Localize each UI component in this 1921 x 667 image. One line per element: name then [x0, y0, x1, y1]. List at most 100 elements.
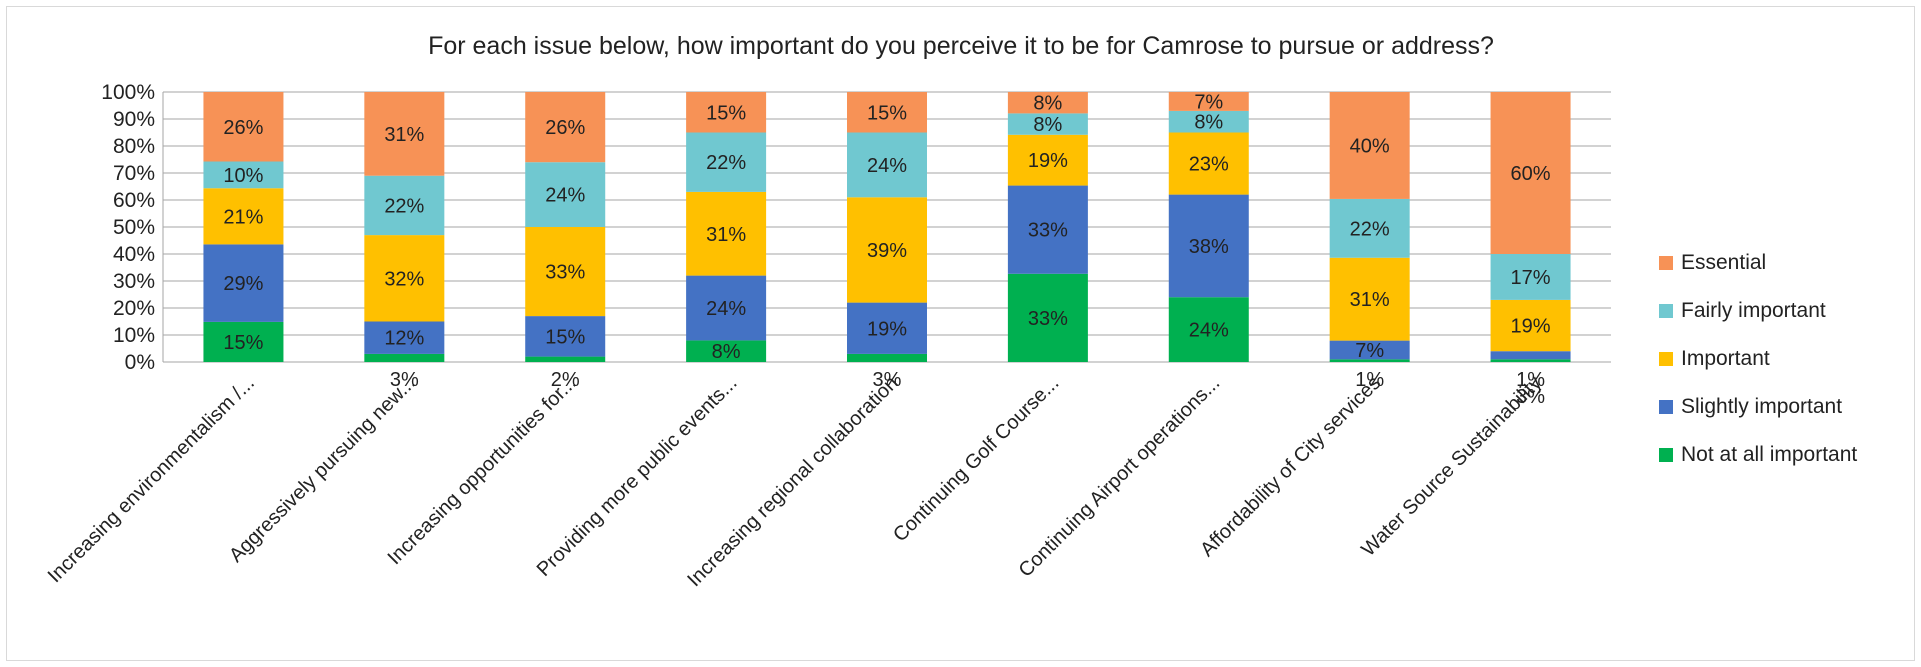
data-label: 21%	[223, 206, 263, 228]
y-tick-label: 100%	[101, 81, 155, 104]
y-tick-label: 30%	[113, 270, 155, 293]
bar-segment	[203, 161, 284, 189]
bar-segment	[1007, 185, 1088, 274]
y-tick-label: 50%	[113, 216, 155, 239]
bar-segment	[525, 356, 606, 362]
bar-segment	[203, 321, 284, 362]
legend-swatch	[1659, 400, 1673, 414]
bar-segment	[364, 175, 445, 236]
bar-segment	[1490, 92, 1571, 254]
bar-segment	[525, 316, 606, 357]
x-tick-label: Continuing Golf Course...	[889, 372, 1063, 546]
x-tick-label: Increasing opportunities for...	[384, 372, 581, 569]
data-label: 3%	[1516, 386, 1545, 408]
data-label: 7%	[1355, 340, 1384, 362]
bar-segment	[1490, 299, 1571, 352]
data-label: 17%	[1511, 267, 1551, 289]
legend-label: Essential	[1681, 251, 1766, 274]
bar-segment	[847, 302, 927, 354]
legend-swatch	[1659, 352, 1673, 366]
data-label: 24%	[1189, 320, 1229, 342]
bar-segment	[686, 132, 767, 192]
bar-segment	[525, 92, 606, 163]
bar-segment	[1329, 92, 1410, 199]
data-label: 24%	[706, 298, 746, 320]
data-label: 1%	[1355, 369, 1384, 391]
data-label: 29%	[223, 273, 263, 295]
stacked-bar-chart: For each issue below, how important do y…	[44, 32, 1858, 591]
bar-segment	[1490, 351, 1571, 360]
bar-segment	[686, 275, 767, 341]
data-label: 19%	[1511, 316, 1551, 338]
data-label: 19%	[1028, 150, 1068, 172]
bar-segment	[1329, 340, 1410, 360]
y-tick-label: 60%	[113, 189, 155, 212]
data-label: 22%	[706, 152, 746, 174]
data-label: 33%	[545, 262, 585, 284]
chart-frame: For each issue below, how important do y…	[6, 6, 1915, 661]
bar-segment	[847, 92, 927, 133]
bar-segment	[1168, 110, 1249, 133]
y-tick-label: 10%	[113, 324, 155, 347]
y-tick-label: 20%	[113, 297, 155, 320]
data-label: 12%	[384, 328, 424, 350]
data-label: 19%	[867, 318, 907, 340]
data-label: 32%	[384, 268, 424, 290]
data-label: 15%	[223, 332, 263, 354]
data-labels: 15% 29% 21% 10% 26% 3% 12% 32% 22% 31% 2% 15% 33% 24%…	[223, 91, 1550, 408]
legend-swatch	[1659, 448, 1673, 462]
legend-label: Slightly important	[1681, 395, 1842, 418]
bar-segment	[1168, 132, 1249, 195]
bar-segment	[525, 227, 606, 317]
data-label: 33%	[1028, 220, 1068, 242]
bar-segment	[1007, 113, 1088, 135]
data-label: 1%	[1516, 369, 1545, 391]
bar-segment	[364, 235, 445, 322]
bar-segment	[1329, 257, 1410, 341]
data-label: 15%	[706, 102, 746, 124]
x-tick-label: Increasing environmentalism /...	[44, 372, 259, 587]
chart-title: For each issue below, how important do y…	[428, 32, 1494, 60]
x-tick-label: Aggressively pursuing new...	[225, 372, 420, 567]
data-label: 31%	[1350, 289, 1390, 311]
bar-segment	[1490, 254, 1571, 300]
bar-segment	[686, 92, 767, 133]
data-label: 15%	[867, 102, 907, 124]
data-label: 38%	[1189, 236, 1229, 258]
bar-segment	[847, 197, 927, 303]
legend-swatch	[1659, 256, 1673, 270]
legend-label: Fairly important	[1681, 299, 1826, 322]
data-label: 31%	[706, 224, 746, 246]
x-axis-categories: Increasing environmentalism /...Aggressi…	[44, 372, 1546, 591]
bar-segment	[1490, 359, 1571, 362]
bar-segment	[203, 244, 284, 322]
bar-segment	[364, 92, 445, 176]
bar-segment	[525, 162, 606, 227]
bar-segment	[1168, 297, 1249, 362]
y-tick-label: 0%	[125, 351, 155, 374]
data-label: 8%	[712, 341, 741, 363]
data-label: 2%	[551, 369, 580, 391]
data-label: 24%	[545, 185, 585, 207]
legend: Essential Fairly important Important Slight…	[1659, 251, 1857, 466]
bar-segment	[203, 92, 284, 162]
data-label: 3%	[873, 369, 902, 391]
data-label: 26%	[545, 117, 585, 139]
bar-segment	[203, 188, 284, 245]
data-label: 8%	[1194, 112, 1223, 134]
bar-segment	[686, 340, 767, 362]
bar-segment	[364, 353, 445, 362]
legend-swatch	[1659, 304, 1673, 318]
data-label: 15%	[545, 326, 585, 348]
data-label: 22%	[1350, 218, 1390, 240]
bars	[203, 92, 1571, 362]
data-label: 3%	[390, 369, 419, 391]
y-tick-label: 80%	[113, 135, 155, 158]
data-label: 26%	[223, 117, 263, 139]
data-label: 24%	[867, 155, 907, 177]
bar-segment	[847, 353, 927, 362]
bar-segment	[1329, 359, 1410, 362]
bar-segment	[1007, 134, 1088, 186]
x-tick-label: Affordability of City services	[1196, 372, 1385, 561]
data-label: 40%	[1350, 135, 1390, 157]
